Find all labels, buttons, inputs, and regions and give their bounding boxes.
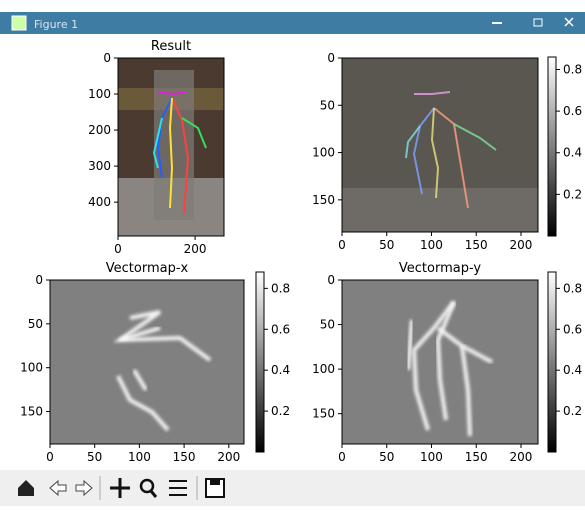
y-tick-label: 50 [28,317,43,331]
x-tick-label: 0 [46,450,54,464]
colorbar-tick-label: 0.8 [271,281,290,295]
colorbar-tick-label: 0.6 [563,104,582,118]
colorbar-tick-label: 0.2 [563,187,582,201]
x-tick-label: 150 [465,450,488,464]
panel-title: Vectormap-y [399,261,482,276]
window-title: Figure 1 [34,18,78,31]
y-tick-label: 50 [320,318,335,332]
colorbar [548,57,556,236]
window: Figure 1 Result 0 200 0 100 200 300 400 0 50 100 15… [0,0,585,506]
x-tick-label: 50 [379,238,394,252]
x-tick-label: 0 [114,242,122,256]
x-tick-label: 200 [510,238,533,252]
y-tick-label: 0 [35,273,43,287]
colorbar [256,272,264,452]
y-tick-label: 150 [20,405,43,419]
colorbar-tick-label: 0.4 [563,146,582,160]
minimize-button[interactable] [492,22,502,24]
image-floor [342,188,538,232]
panel-image [342,58,538,232]
x-tick-label: 0 [338,450,346,464]
y-tick-label: 0 [327,51,335,65]
x-tick-label: 200 [184,242,207,256]
y-tick-label: 0 [327,273,335,287]
y-tick-label: 100 [312,362,335,376]
save-icon [210,479,220,485]
page: Figure 1 Result 0 200 0 100 200 300 400 0 50 100 15… [0,0,585,506]
panel-image [50,280,244,444]
panel-title: Vectormap-x [106,261,189,276]
panel-image [118,58,224,236]
colorbar-tick-label: 0.8 [563,281,582,295]
x-tick-label: 100 [420,238,443,252]
x-tick-label: 50 [87,450,102,464]
y-tick-label: 150 [312,193,335,207]
x-tick-label: 100 [128,450,151,464]
image [50,280,244,444]
y-tick-label: 200 [88,123,111,137]
y-tick-label: 0 [103,51,111,65]
y-tick-label: 400 [88,195,111,209]
x-tick-label: 200 [217,450,240,464]
colorbar-tick-label: 0.8 [563,62,582,76]
colorbar-tick-label: 0.4 [563,363,582,377]
x-tick-label: 150 [465,238,488,252]
top-margin [0,0,585,12]
x-tick-label: 0 [338,238,346,252]
y-tick-label: 150 [312,407,335,421]
y-tick-label: 100 [312,146,335,160]
colorbar-tick-label: 0.4 [271,363,290,377]
y-tick-label: 100 [88,87,111,101]
colorbar-tick-label: 0.6 [271,322,290,336]
app-icon [12,16,26,30]
y-tick-label: 300 [88,159,111,173]
x-tick-label: 150 [173,450,196,464]
panel-image [342,280,538,444]
colorbar [548,272,556,452]
colorbar-tick-label: 0.2 [563,404,582,418]
y-tick-label: 100 [20,361,43,375]
panel-title: Result [151,39,191,54]
y-tick-label: 50 [320,98,335,112]
x-tick-label: 200 [510,450,533,464]
skeleton [170,98,172,208]
colorbar-tick-label: 0.6 [563,322,582,336]
x-tick-label: 50 [379,450,394,464]
x-tick-label: 100 [420,450,443,464]
colorbar-tick-label: 0.2 [271,404,290,418]
